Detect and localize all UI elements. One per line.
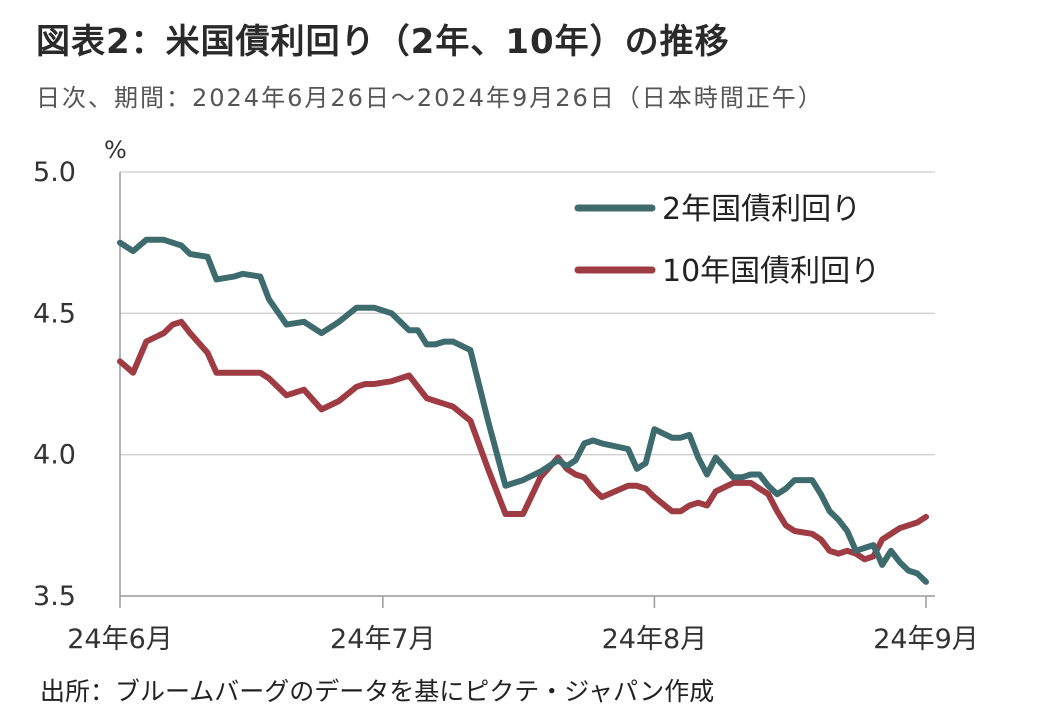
- y-tick-label: 3.5: [33, 581, 76, 612]
- legend-item-2y-label: 2年国債利回り: [662, 192, 861, 227]
- series-lines: [117, 236, 929, 585]
- x-tick-label: 24年6月: [67, 624, 173, 655]
- series-line-2y: [117, 236, 929, 585]
- y-tick-label: 4.0: [33, 440, 76, 471]
- y-tick-label: 4.5: [33, 298, 76, 329]
- gridlines: [120, 171, 935, 456]
- y-tick-label: 5.0: [33, 157, 76, 188]
- x-tick-label: 24年9月: [873, 624, 979, 655]
- legend: 2年国債利回り 10年国債利回り: [574, 192, 880, 289]
- y-axis-unit: %: [104, 136, 127, 164]
- source-note: 出所：ブルームバーグのデータを基にピクテ・ジャパン作成: [40, 677, 715, 706]
- chart-subtitle: 日次、期間：2024年6月26日～2024年9月26日（日本時間正午）: [36, 84, 824, 112]
- x-tick-label: 24年8月: [602, 624, 708, 655]
- series-line-10y: [117, 318, 929, 563]
- legend-item-10y-label: 10年国債利回り: [662, 254, 880, 289]
- x-tick-label: 24年7月: [330, 624, 436, 655]
- chart-title: 図表2：米国債利回り（2年、10年）の推移: [36, 22, 730, 62]
